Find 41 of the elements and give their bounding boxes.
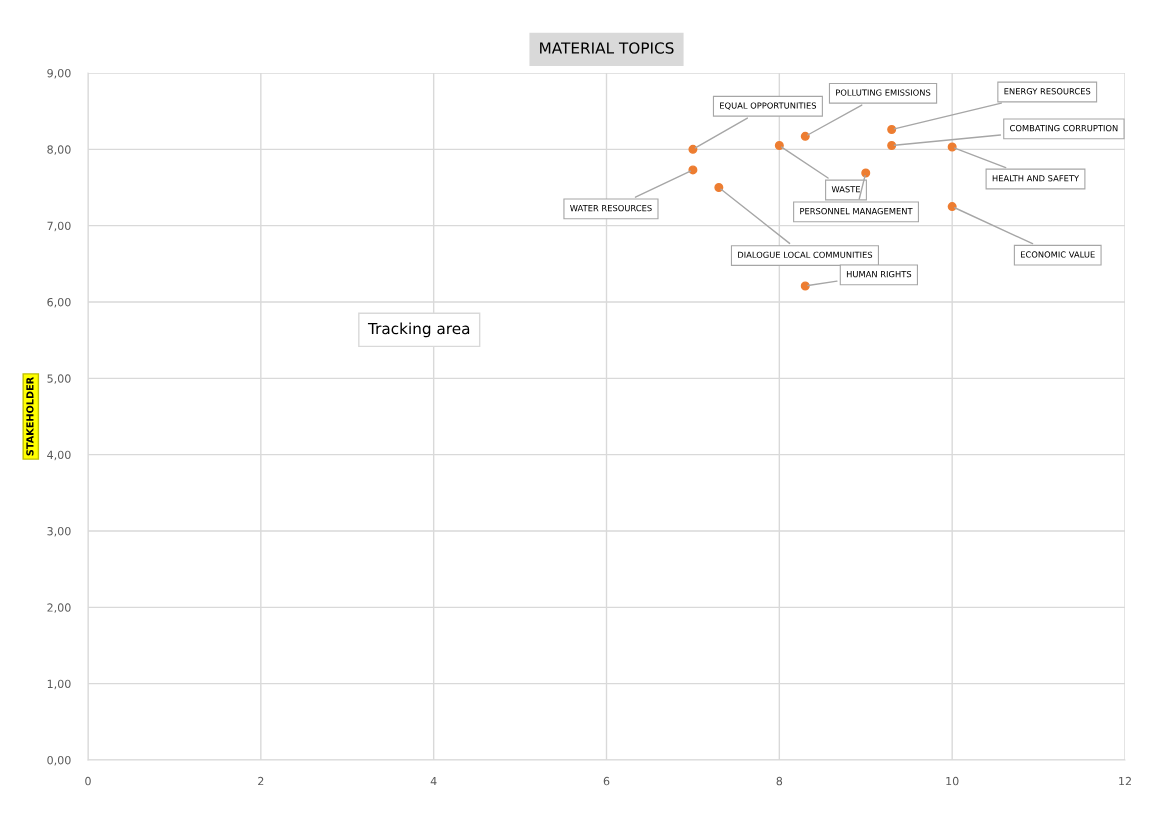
annotation: PERSONNEL MANAGEMENT (800, 208, 913, 215)
point (887, 141, 897, 151)
x-tick-label: 4 (430, 777, 437, 786)
point (688, 165, 698, 175)
annotation: WASTE (831, 186, 861, 193)
y-axis-title: STAKEHOLDER (26, 377, 34, 456)
x-tick-label: 2 (258, 776, 264, 786)
annotation: WATER RESOURCES (570, 204, 652, 212)
y-tick-label: 2,00 (47, 603, 71, 613)
x-tick-label: 8 (776, 776, 783, 786)
point (800, 131, 810, 141)
x-tick-label: 0 (85, 776, 91, 786)
point (887, 124, 897, 134)
annotation: Tracking area (367, 322, 470, 338)
point (688, 144, 698, 154)
annotation: ENERGY RESOURCES (1004, 88, 1091, 95)
y-tick-label: 8,00 (47, 145, 71, 155)
chart-title: MATERIAL TOPICS (540, 42, 674, 54)
y-tick-label: 3,00 (47, 526, 71, 537)
y-tick-label: 4,00 (47, 450, 71, 461)
annotation: POLLUTING EMISSIONS (836, 89, 931, 96)
annotation: EQUAL OPPORTUNITIES (720, 102, 817, 110)
point (714, 183, 724, 192)
y-tick-label: 9,00 (47, 68, 71, 79)
annotation: ECONOMIC VALUE (1021, 251, 1095, 258)
x-tick-label: 12 (1119, 776, 1131, 786)
y-tick-label: 7,00 (47, 221, 71, 232)
point (947, 142, 957, 152)
point (774, 141, 784, 151)
point (800, 281, 810, 291)
annotation: DIALOGUE LOCAL COMMUNITIES (738, 251, 873, 258)
x-tick-label: 6 (603, 776, 610, 786)
y-tick-label: 5,00 (47, 374, 71, 384)
y-tick-label: 1,00 (47, 679, 71, 690)
y-tick-label: 6,00 (47, 297, 71, 308)
y-tick-label: 0,00 (47, 755, 71, 766)
annotation: HUMAN RIGHTS (846, 270, 912, 278)
annotation: COMBATING CORRUPTION (1010, 124, 1118, 132)
point (947, 202, 957, 212)
annotation: HEALTH AND SAFETY (992, 175, 1080, 182)
x-tick-label: 10 (946, 776, 959, 786)
